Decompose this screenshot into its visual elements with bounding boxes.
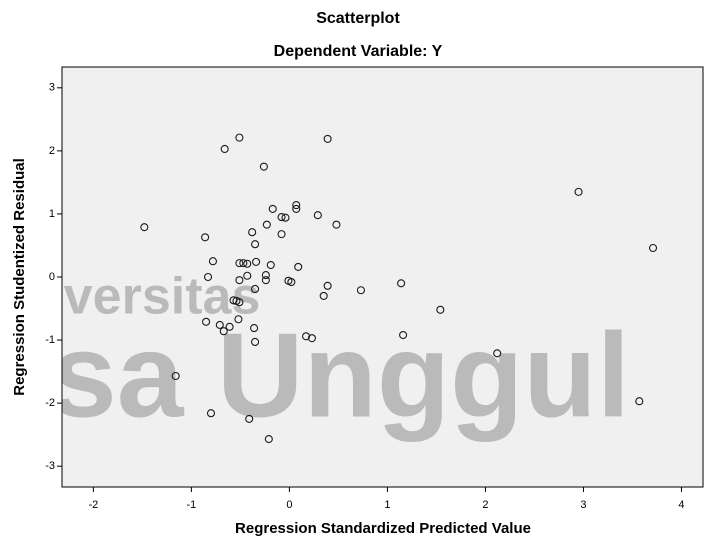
x-tick-label: 0 [286, 499, 292, 511]
y-tick-label: 1 [49, 208, 55, 220]
chart: Universitas Esa Unggul Scatterplot Depen… [0, 0, 704, 541]
x-tick-label: 1 [384, 499, 390, 511]
x-tick-label: -2 [88, 499, 98, 511]
x-tick-label: -1 [186, 499, 196, 511]
y-axis-title: Regression Studentized Residual [11, 158, 28, 396]
y-tick-label: 2 [49, 145, 55, 157]
y-tick-label: 0 [49, 271, 55, 283]
chart-subtitle: Dependent Variable: Y [274, 43, 443, 60]
y-tick-label: -1 [45, 334, 55, 346]
y-tick-label: -3 [45, 460, 55, 472]
x-axis-title: Regression Standardized Predicted Value [235, 520, 531, 537]
chart-title: Scatterplot [316, 10, 400, 27]
x-tick-label: 4 [678, 499, 684, 511]
y-tick-label: -2 [45, 397, 55, 409]
watermark-text: Esa Unggul [0, 309, 630, 443]
x-tick-label: 2 [482, 499, 488, 511]
x-tick-label: 3 [580, 499, 586, 511]
y-tick-label: 3 [49, 82, 55, 94]
